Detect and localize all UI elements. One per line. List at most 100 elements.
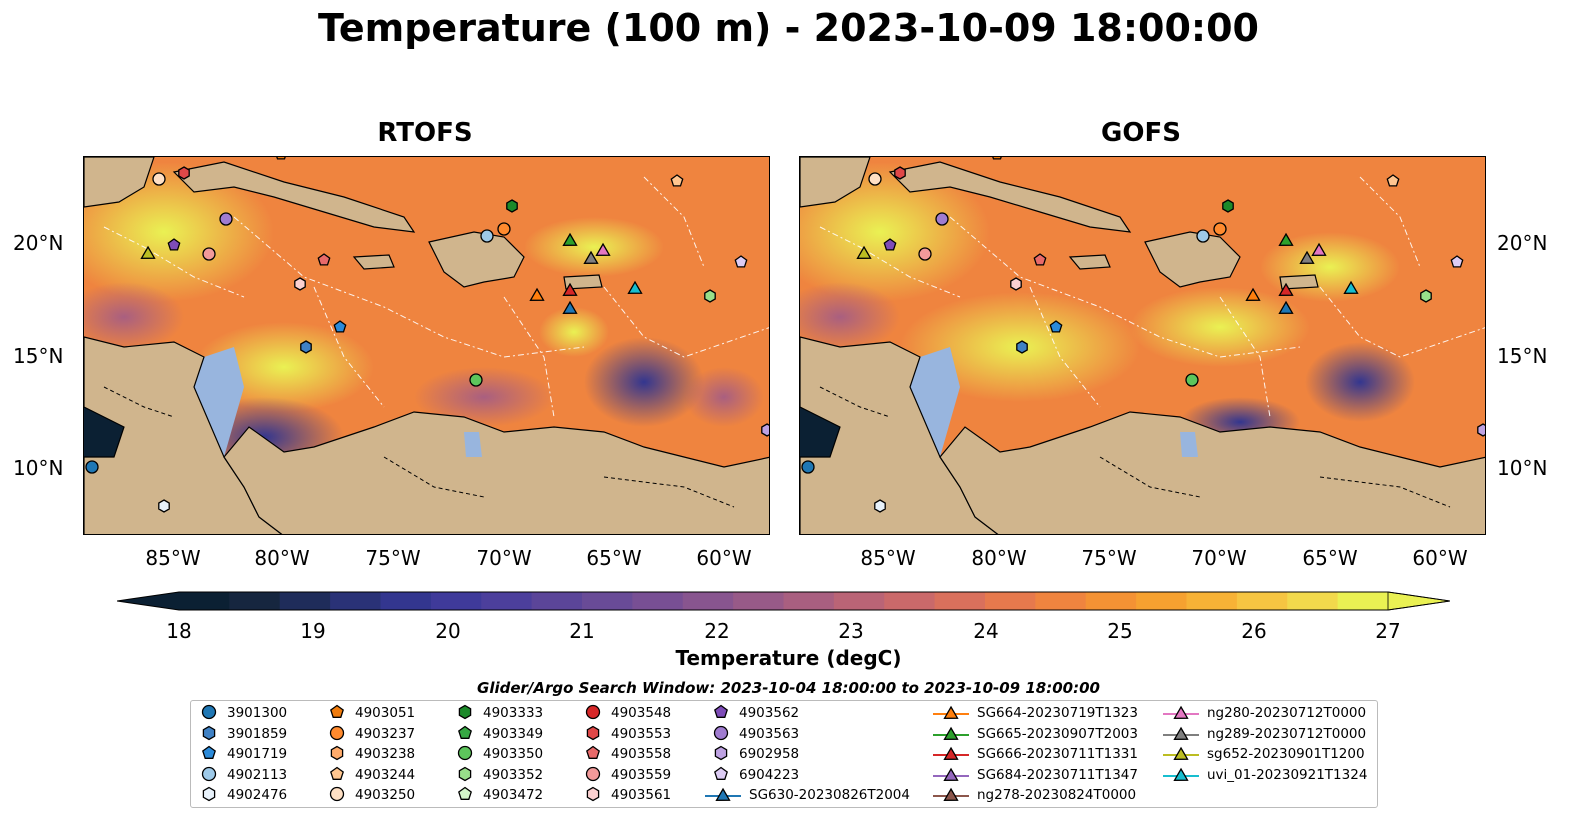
glider-marker[interactable] (1278, 232, 1294, 246)
glider-marker[interactable] (562, 300, 578, 314)
glider-marker[interactable] (1278, 282, 1294, 296)
argo-float-marker[interactable] (497, 222, 511, 236)
lat-label-10n-right: 10°N (1497, 456, 1548, 480)
argo-float-marker[interactable] (874, 499, 886, 513)
argo-float-marker[interactable] (178, 166, 190, 180)
argo-float-marker[interactable] (868, 172, 882, 186)
argo-float-marker[interactable] (294, 277, 306, 291)
argo-float-marker[interactable] (1049, 320, 1063, 333)
glider-marker[interactable] (856, 245, 872, 259)
lon-label-80w-right: 80°W (971, 546, 1027, 570)
lat-label-15n-left: 15°N (13, 344, 64, 368)
glider-marker[interactable] (140, 245, 156, 259)
yucatan-land (84, 157, 155, 208)
argo-float-marker[interactable] (991, 157, 1002, 160)
argo-float-marker[interactable] (1450, 255, 1464, 268)
lon-label-80w-left: 80°W (254, 546, 310, 570)
argo-float-marker[interactable] (202, 247, 216, 261)
argo-float-marker[interactable] (1185, 373, 1199, 387)
glider-marker[interactable] (595, 242, 611, 256)
argo-float-marker[interactable] (1386, 174, 1400, 187)
argo-float-marker[interactable] (1213, 222, 1227, 236)
argo-float-marker[interactable] (734, 255, 748, 268)
argo-float-marker[interactable] (1010, 277, 1022, 291)
glider-marker[interactable] (529, 287, 545, 301)
legend-marker-icon (330, 704, 344, 718)
legend-item: 4903548 (585, 703, 671, 723)
legend-item-label: 3901300 (227, 705, 288, 721)
legend-item-label: 4903559 (611, 766, 672, 783)
legend-item-label: SG664-20230719T1323 (977, 705, 1138, 721)
argo-float-marker[interactable] (480, 229, 494, 243)
glider-marker[interactable] (1311, 242, 1327, 256)
legend-marker-icon (202, 725, 216, 740)
panel-title-rtofs: RTOFS (377, 118, 473, 148)
argo-float-marker[interactable] (1016, 340, 1028, 354)
colorbar-tick-23: 23 (838, 619, 864, 643)
colorbar-tick-20: 20 (435, 619, 461, 643)
argo-float-marker[interactable] (1196, 229, 1210, 243)
argo-float-marker[interactable] (85, 460, 99, 474)
legend-item-label: 4903238 (355, 746, 416, 762)
colorbar-segment (1186, 592, 1238, 610)
glider-marker[interactable] (1278, 300, 1294, 314)
argo-float-marker[interactable] (704, 289, 716, 303)
argo-float-marker[interactable] (469, 373, 483, 387)
argo-float-marker[interactable] (670, 174, 684, 187)
argo-float-marker[interactable] (1477, 423, 1486, 437)
lat-label-20n-left: 20°N (13, 231, 64, 255)
legend-item-label: 4903237 (355, 725, 416, 742)
cuba-land (888, 161, 1132, 233)
colorbar-segment (884, 592, 936, 610)
colorbar-segment (481, 592, 533, 610)
argo-float-marker[interactable] (506, 199, 518, 213)
glider-marker[interactable] (1245, 287, 1261, 301)
legend-item: sg652-20230901T1200 (1163, 744, 1365, 764)
map-gofs[interactable] (799, 156, 1486, 535)
argo-float-marker[interactable] (935, 212, 949, 226)
argo-float-marker[interactable] (158, 499, 170, 513)
glider-marker[interactable] (1343, 280, 1359, 294)
argo-float-marker[interactable] (317, 253, 331, 266)
colorbar-segment (733, 592, 784, 610)
colorbar-min-arrow (117, 592, 179, 610)
glider-marker[interactable] (627, 280, 643, 294)
argo-float-marker[interactable] (333, 320, 347, 333)
argo-float-marker[interactable] (761, 423, 770, 437)
argo-float-marker[interactable] (918, 247, 932, 261)
legend-marker-icon (202, 745, 216, 759)
glider-marker[interactable] (1299, 250, 1315, 264)
glider-marker[interactable] (562, 282, 578, 296)
argo-float-marker[interactable] (300, 340, 312, 354)
map-rtofs[interactable] (83, 156, 770, 535)
legend-item: 4903350 (457, 744, 543, 764)
legend-item: 4903472 (457, 785, 543, 805)
argo-float-marker[interactable] (801, 460, 815, 474)
argo-float-marker[interactable] (1033, 253, 1047, 266)
colorbar-segment (531, 592, 583, 610)
legend-item: 4903562 (713, 703, 799, 723)
argo-float-marker[interactable] (894, 166, 906, 180)
legend-item-label: sg652-20230901T1200 (1207, 746, 1365, 762)
argo-float-marker[interactable] (167, 238, 181, 251)
argo-float-marker[interactable] (219, 212, 233, 226)
legend-title: Glider/Argo Search Window: 2023-10-04 18… (477, 679, 1100, 697)
legend-marker-icon (585, 766, 601, 781)
legend-item-label: 4903250 (355, 787, 416, 803)
glider-marker[interactable] (562, 232, 578, 246)
glider-marker[interactable] (583, 250, 599, 264)
lon-label-75w-left: 75°W (365, 546, 421, 570)
legend-item-label: 4903562 (739, 705, 800, 721)
colorbar-segment (1085, 592, 1137, 610)
legend-item-label: ng280-20230712T0000 (1207, 705, 1367, 721)
colorbar-segment (1287, 592, 1339, 610)
legend-item-label: 3901859 (227, 725, 288, 742)
argo-float-marker[interactable] (883, 238, 897, 251)
argo-float-marker[interactable] (1222, 199, 1234, 213)
legend-item-label: 4903333 (483, 705, 544, 721)
argo-float-marker[interactable] (1420, 289, 1432, 303)
argo-float-marker[interactable] (275, 157, 286, 160)
legend-item-label: 4903548 (611, 705, 672, 721)
argo-float-marker[interactable] (152, 172, 166, 186)
legend-item: 6904223 (713, 765, 799, 785)
